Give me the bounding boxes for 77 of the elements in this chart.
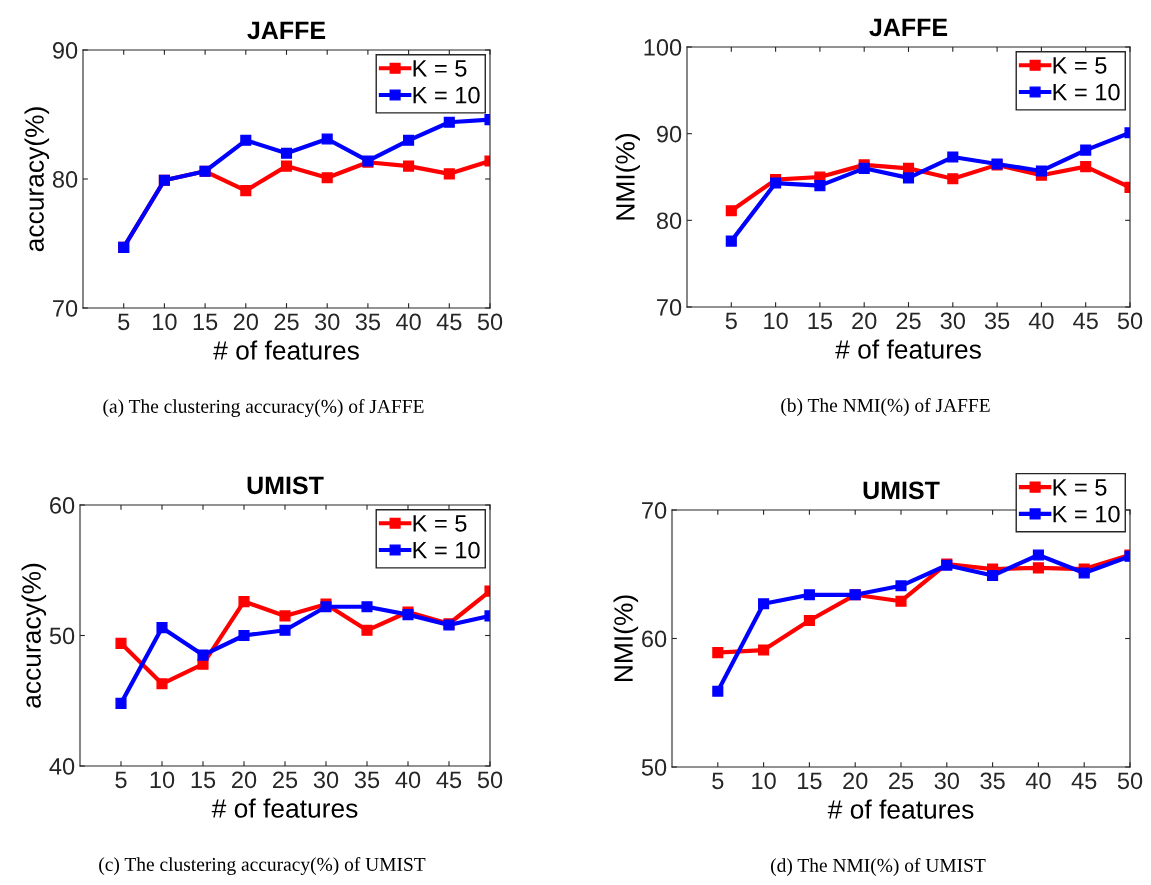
legend-label: K = 10 [1053,505,1120,523]
chart-title: JAFFE [247,21,326,40]
x-tick-label: 30 [934,772,960,790]
y-tick-label: 70 [53,300,78,317]
x-tick-label: 10 [153,313,177,331]
x-tick-label: 40 [1028,312,1054,330]
chart-title: UMIST [863,481,940,500]
y-tick-label: 60 [50,497,75,514]
x-tick-label: 5 [115,771,127,789]
x-tick-label: 40 [396,313,421,331]
x-tick-label: 20 [233,313,259,331]
text: (b) The NMI(%) of JAFFE [781,398,990,416]
legend-label: K = 5 [1053,479,1107,496]
x-tick-label: 50 [1117,312,1143,330]
x-tick-label: 10 [150,771,175,789]
x-tick-label: 35 [355,313,381,331]
y-tick-label: 40 [49,758,75,775]
x-tick-label: 25 [889,772,914,790]
x-tick-label: 5 [118,313,130,331]
text: (a) The clustering accuracy(%) of JAFFE [103,399,424,417]
x-axis-title: # of features [211,798,358,818]
x-tick-label: 10 [752,772,776,790]
x-tick-label: 35 [984,312,1010,330]
x-tick-label: 10 [764,312,788,330]
y-tick-label: 90 [656,125,682,143]
y-tick-label: 100 [644,39,682,56]
y-tick-label: 90 [52,42,78,59]
x-tick-label: 30 [940,312,966,330]
text: (c) The clustering accuracy(%) of UMIST [99,857,426,875]
legend-label: K = 10 [1053,83,1120,101]
legend-label: K = 5 [1053,57,1107,74]
x-tick-label: 50 [477,771,503,789]
y-tick-label: 80 [52,171,78,188]
x-tick-label: 15 [798,772,822,790]
y-axis-title: accuracy(%) [21,563,47,708]
x-tick-label: 45 [1071,772,1097,790]
y-axis-title: accuracy(%) [24,107,50,252]
chart-title: JAFFE [869,18,948,37]
x-tick-label: 50 [477,313,503,331]
y-axis-title: NMI(%) [613,595,639,682]
x-tick-label: 45 [436,313,462,331]
legend-label: K = 5 [413,60,467,77]
legend-label: K = 10 [413,86,480,104]
x-tick-label: 35 [354,771,380,789]
x-tick-label: 50 [1117,772,1143,790]
x-tick-label: 40 [395,771,421,789]
x-tick-label: 40 [1025,772,1051,790]
x-tick-label: 45 [1073,312,1098,330]
x-tick-label: 5 [712,772,724,790]
chart-title: UMIST [247,476,324,495]
x-tick-label: 25 [896,312,921,330]
x-tick-label: 30 [314,313,340,331]
x-tick-label: 20 [232,771,257,789]
y-tick-label: 70 [657,299,682,316]
x-tick-label: 20 [843,772,868,790]
legend-label: K = 5 [413,515,467,532]
y-tick-label: 60 [642,630,667,648]
x-tick-label: 20 [852,312,877,330]
x-tick-label: 15 [191,771,216,789]
x-tick-label: 5 [725,312,737,330]
x-tick-label: 35 [980,772,1005,790]
y-tick-label: 50 [49,627,75,645]
x-axis-title: # of features [213,340,359,360]
y-tick-label: 70 [642,502,667,519]
text: (d) The NMI(%) of UMIST [771,858,986,876]
x-tick-label: 45 [436,771,462,789]
y-tick-label: 80 [656,212,682,230]
x-tick-label: 25 [274,313,299,331]
x-tick-label: 15 [193,313,218,331]
x-tick-label: 30 [313,771,339,789]
y-axis-title: NMI(%) [615,133,640,220]
x-axis-title: # of features [835,339,981,359]
y-tick-label: 50 [641,759,667,776]
x-tick-label: 25 [273,771,298,789]
legend-label: K = 10 [413,541,480,559]
x-tick-label: 15 [808,312,833,330]
x-axis-title: # of features [827,799,974,819]
